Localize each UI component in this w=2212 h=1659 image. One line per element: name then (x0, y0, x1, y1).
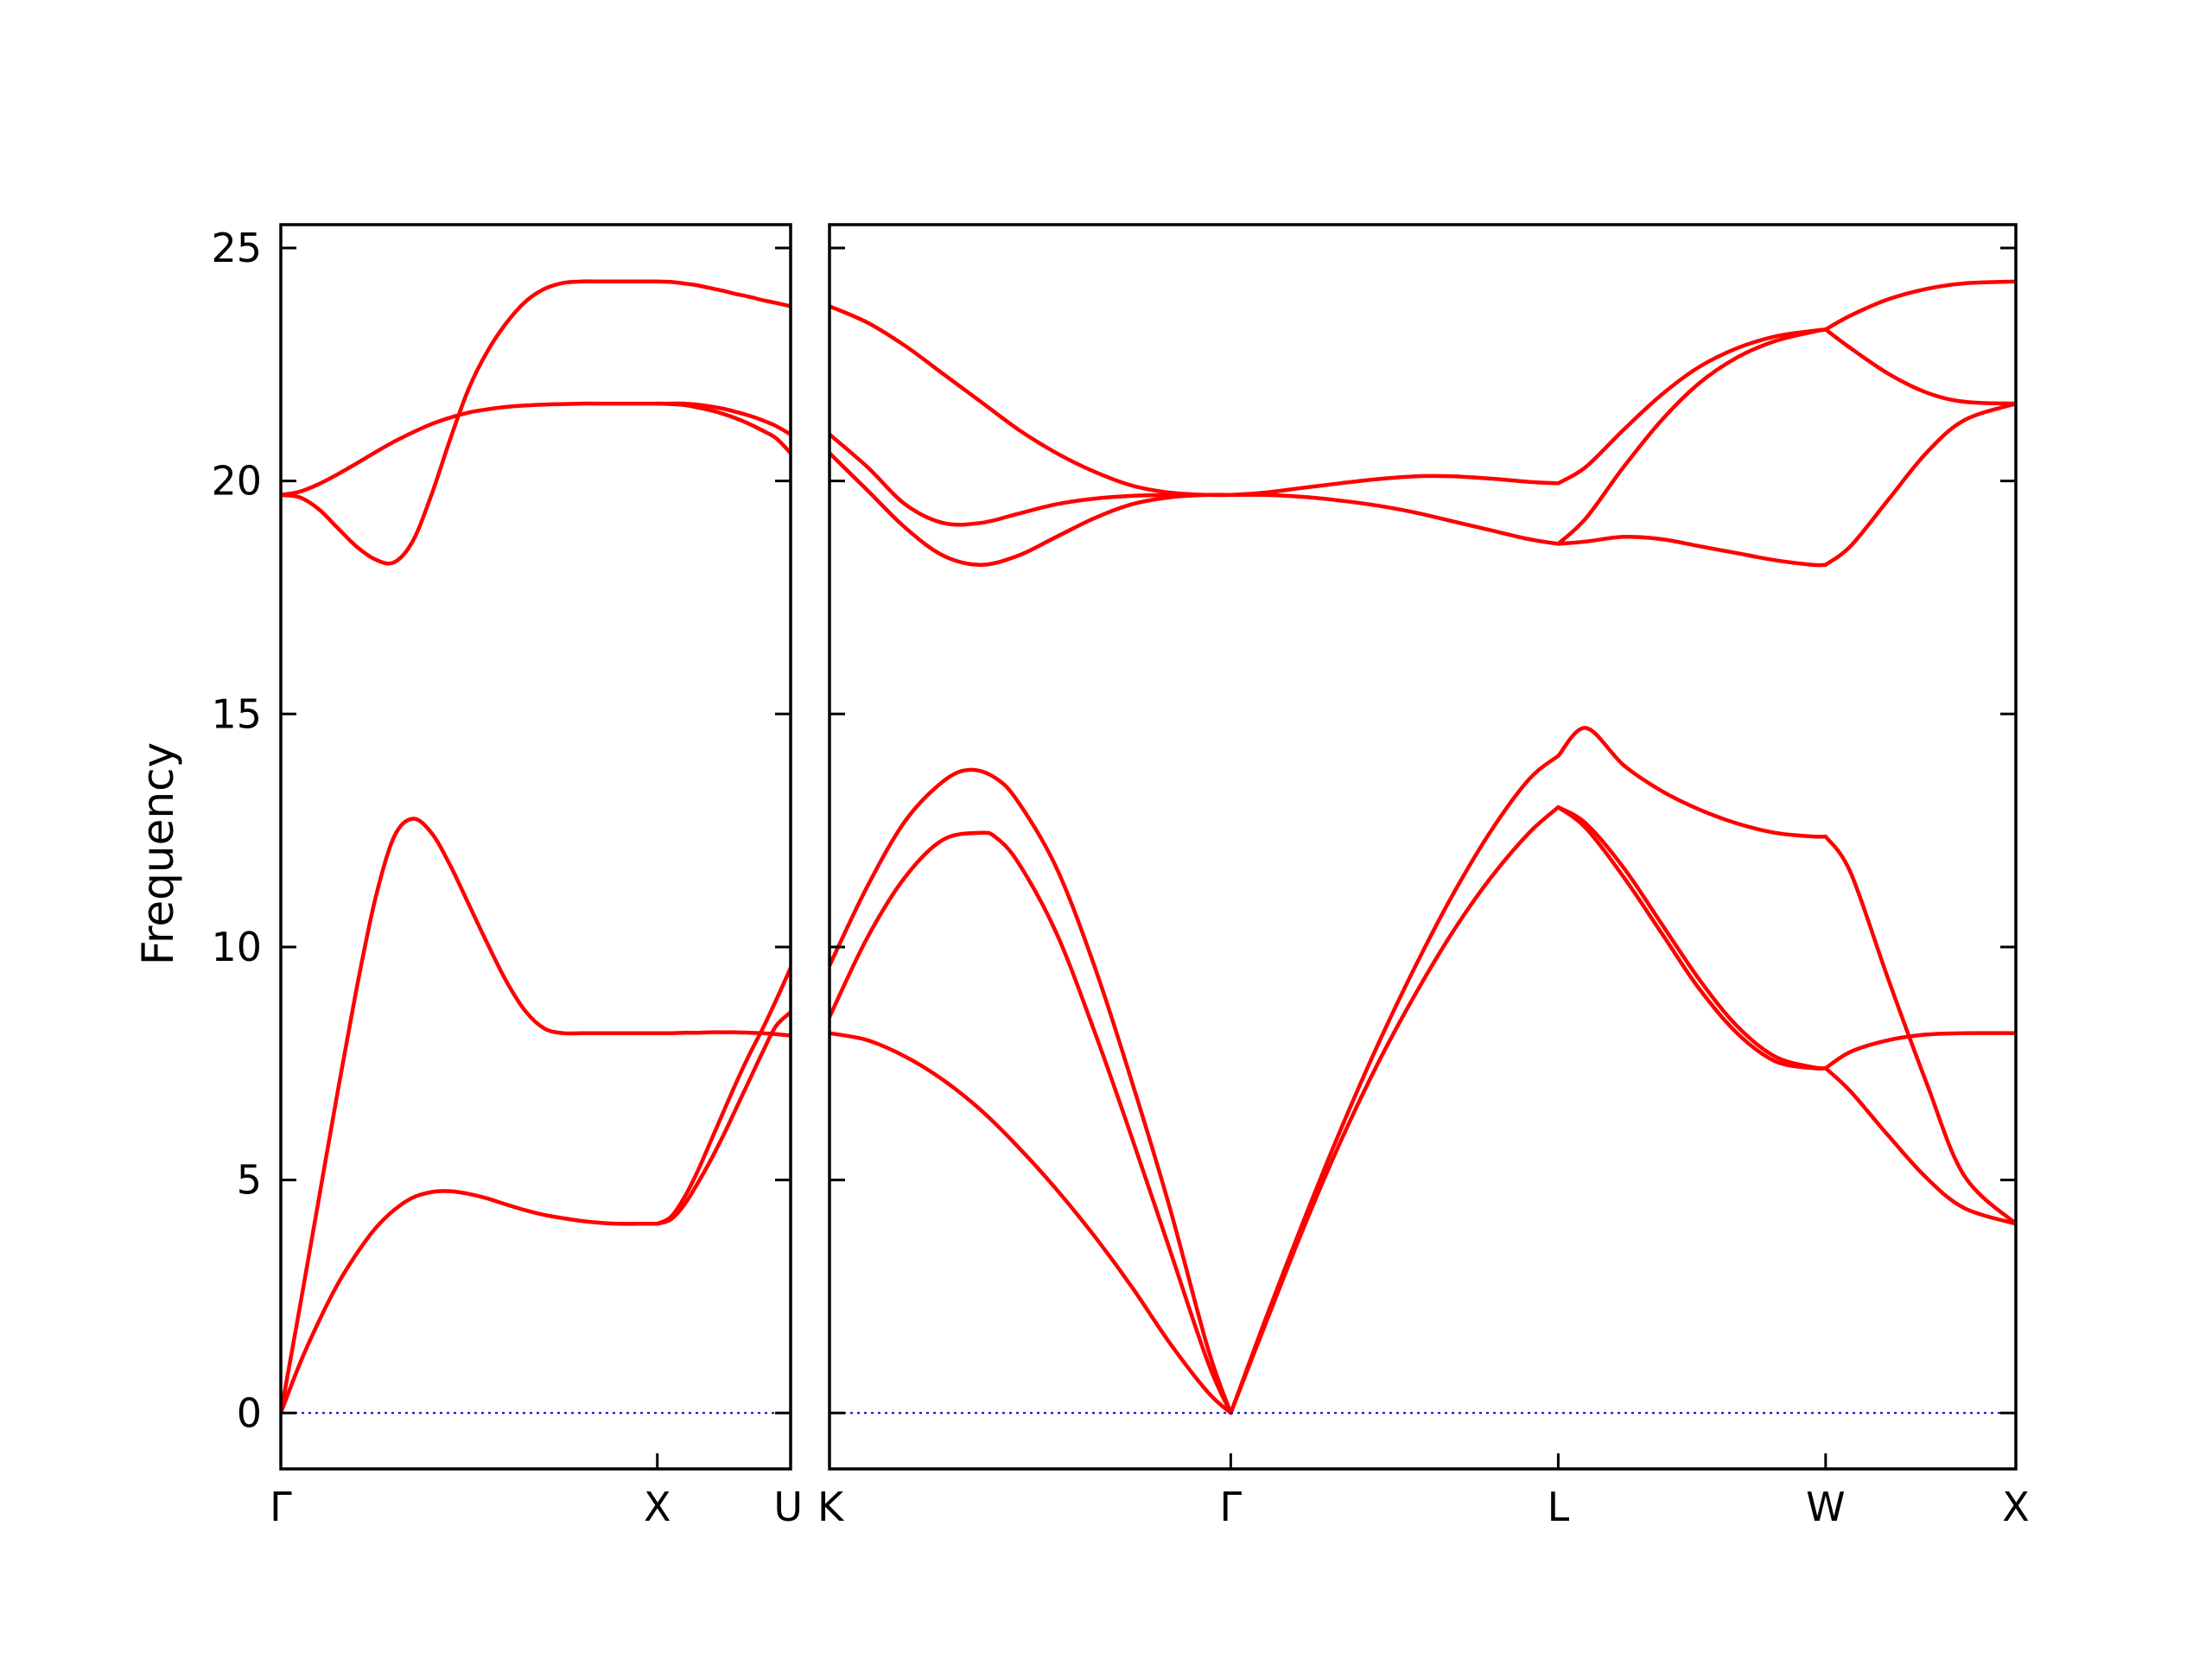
phonon-band-4 (830, 451, 1233, 567)
x-tick-label: W (1806, 1484, 1845, 1530)
y-tick-label: 5 (237, 1157, 262, 1204)
phonon-band-18 (1823, 1065, 2016, 1226)
phonon-band-15 (1556, 327, 1828, 546)
y-tick-label: 10 (211, 924, 262, 970)
phonon-band-5 (655, 965, 791, 1226)
y-tick-label: 0 (237, 1389, 262, 1436)
x-tick-label: Γ (270, 1484, 292, 1530)
phonon-band-19 (1823, 834, 2016, 1226)
panels-layer: 0 5 10 15 20 25 Γ X U K Γ L W X (211, 223, 2030, 1530)
phonon-band-4 (281, 401, 659, 498)
phonon-band-9 (1229, 493, 1560, 546)
phonon-band-13 (1556, 726, 1828, 839)
panel-frame (279, 223, 792, 1471)
phonon-band-3 (830, 767, 1233, 1415)
phonon-band-10 (1229, 474, 1560, 498)
phonon-band-10 (655, 401, 791, 436)
phonon-band-14 (1556, 534, 1828, 568)
phonon-band-1 (830, 1031, 1233, 1415)
phonon-band-12 (1556, 804, 1828, 1071)
x-tick-label: K (817, 1484, 845, 1530)
phonon-band-7 (655, 1030, 791, 1038)
panel-1: 0 5 10 15 20 25 Γ X U (211, 223, 803, 1530)
phonon-band-6 (655, 1010, 791, 1226)
y-tick-label: 25 (211, 225, 262, 271)
phonon-band-22 (1823, 279, 2016, 332)
x-tick-label: L (1548, 1484, 1570, 1530)
phonon-band-8 (655, 279, 791, 308)
phonon-band-2 (830, 830, 1233, 1415)
y-tick-label: 20 (211, 458, 262, 505)
y-tick-label: 15 (211, 690, 262, 737)
phonon-band-16 (1556, 327, 1828, 486)
panel-frame (828, 223, 2018, 1471)
y-axis-label: Frequency (133, 742, 183, 965)
phonon-band-11 (1556, 804, 1828, 1071)
phonon-band-20 (1823, 401, 2016, 567)
x-tick-label: U (773, 1484, 803, 1530)
phonon-band-1 (281, 1189, 659, 1415)
phonon-band-21 (1823, 327, 2016, 406)
phonon-band-9 (655, 401, 791, 455)
x-tick-label: Γ (1220, 1484, 1243, 1530)
phonon-band-3 (281, 279, 659, 566)
phonon-band-2 (281, 817, 659, 1415)
phonon-band-6 (830, 304, 1233, 498)
x-tick-label: X (2002, 1484, 2030, 1530)
phonon-band-8 (1229, 753, 1560, 1415)
x-tick-label: X (644, 1484, 671, 1530)
phonon-band-7 (1229, 804, 1560, 1415)
plot-area (281, 279, 791, 1415)
plot-area (830, 279, 2016, 1415)
